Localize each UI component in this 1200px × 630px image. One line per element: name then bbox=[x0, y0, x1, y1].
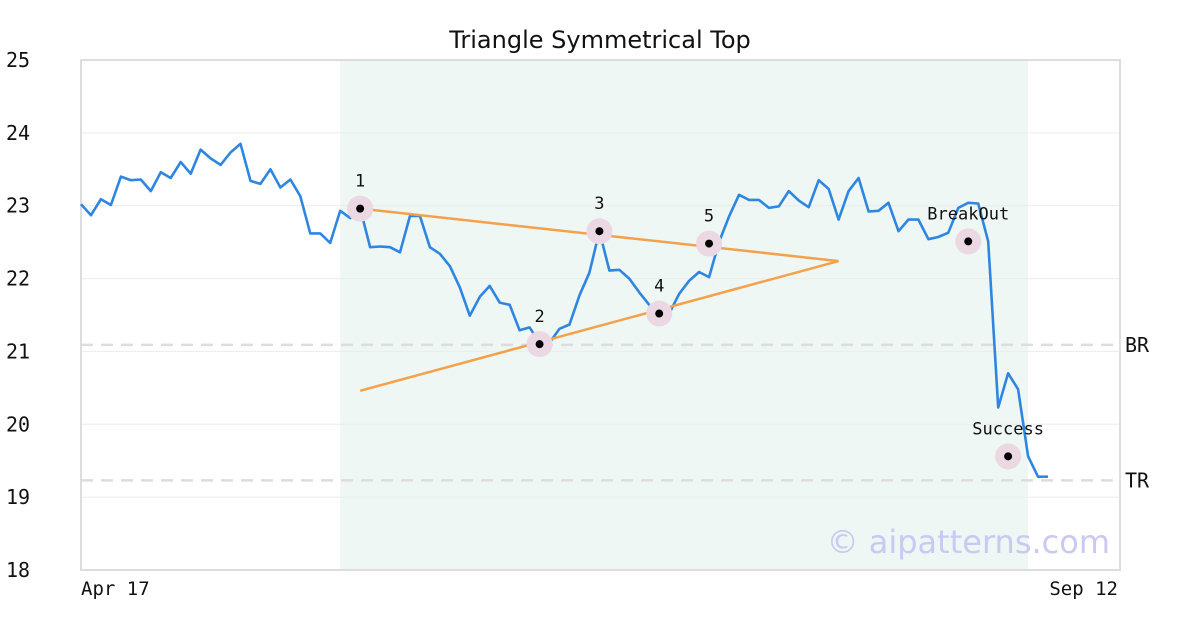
watermark: © aipatterns.com bbox=[827, 523, 1110, 561]
grid-lines bbox=[81, 132, 1120, 498]
x-tick-label: Apr 17 bbox=[81, 578, 150, 600]
y-tick-label: 22 bbox=[6, 267, 30, 291]
y-axis-ticks: 18 19 20 21 22 23 24 25 bbox=[6, 48, 30, 582]
pattern-region bbox=[340, 60, 1029, 570]
pattern-point bbox=[535, 340, 544, 349]
y-tick-label: 24 bbox=[6, 121, 30, 145]
level-label: BR bbox=[1125, 333, 1150, 357]
pattern-point bbox=[356, 204, 365, 213]
pattern-point bbox=[964, 237, 973, 246]
pattern-point-label: 4 bbox=[654, 277, 664, 297]
pattern-point bbox=[705, 239, 714, 248]
y-tick-label: 20 bbox=[6, 412, 30, 436]
trendline bbox=[359, 259, 839, 392]
x-axis-ticks: Apr 17 Sep 12 bbox=[81, 578, 1118, 600]
level-label: TR bbox=[1125, 468, 1150, 492]
pattern-point-label: Success bbox=[972, 419, 1044, 439]
pattern-point bbox=[595, 227, 604, 236]
pattern-point-label: BreakOut bbox=[927, 204, 1009, 224]
level-lines: BR TR bbox=[81, 333, 1150, 492]
plot-frame bbox=[80, 59, 1121, 571]
chart-title: Triangle Symmetrical Top bbox=[448, 26, 751, 54]
pattern-points: 1 2 3 4 5 BreakOut Success bbox=[347, 172, 1044, 470]
y-tick-label: 19 bbox=[6, 485, 30, 509]
y-tick-label: 21 bbox=[6, 339, 30, 363]
y-tick-label: 18 bbox=[6, 558, 30, 582]
pattern-point-label: 5 bbox=[704, 207, 714, 227]
pattern-point-label: 2 bbox=[534, 307, 544, 327]
x-tick-label: Sep 12 bbox=[1049, 578, 1118, 600]
y-tick-label: 25 bbox=[6, 48, 30, 72]
pattern-point bbox=[1004, 452, 1013, 461]
pattern-point-label: 1 bbox=[355, 172, 365, 192]
y-tick-label: 23 bbox=[6, 194, 30, 218]
pattern-point-label: 3 bbox=[594, 194, 604, 214]
price-series-line bbox=[80, 142, 1048, 479]
pattern-point bbox=[655, 309, 664, 318]
